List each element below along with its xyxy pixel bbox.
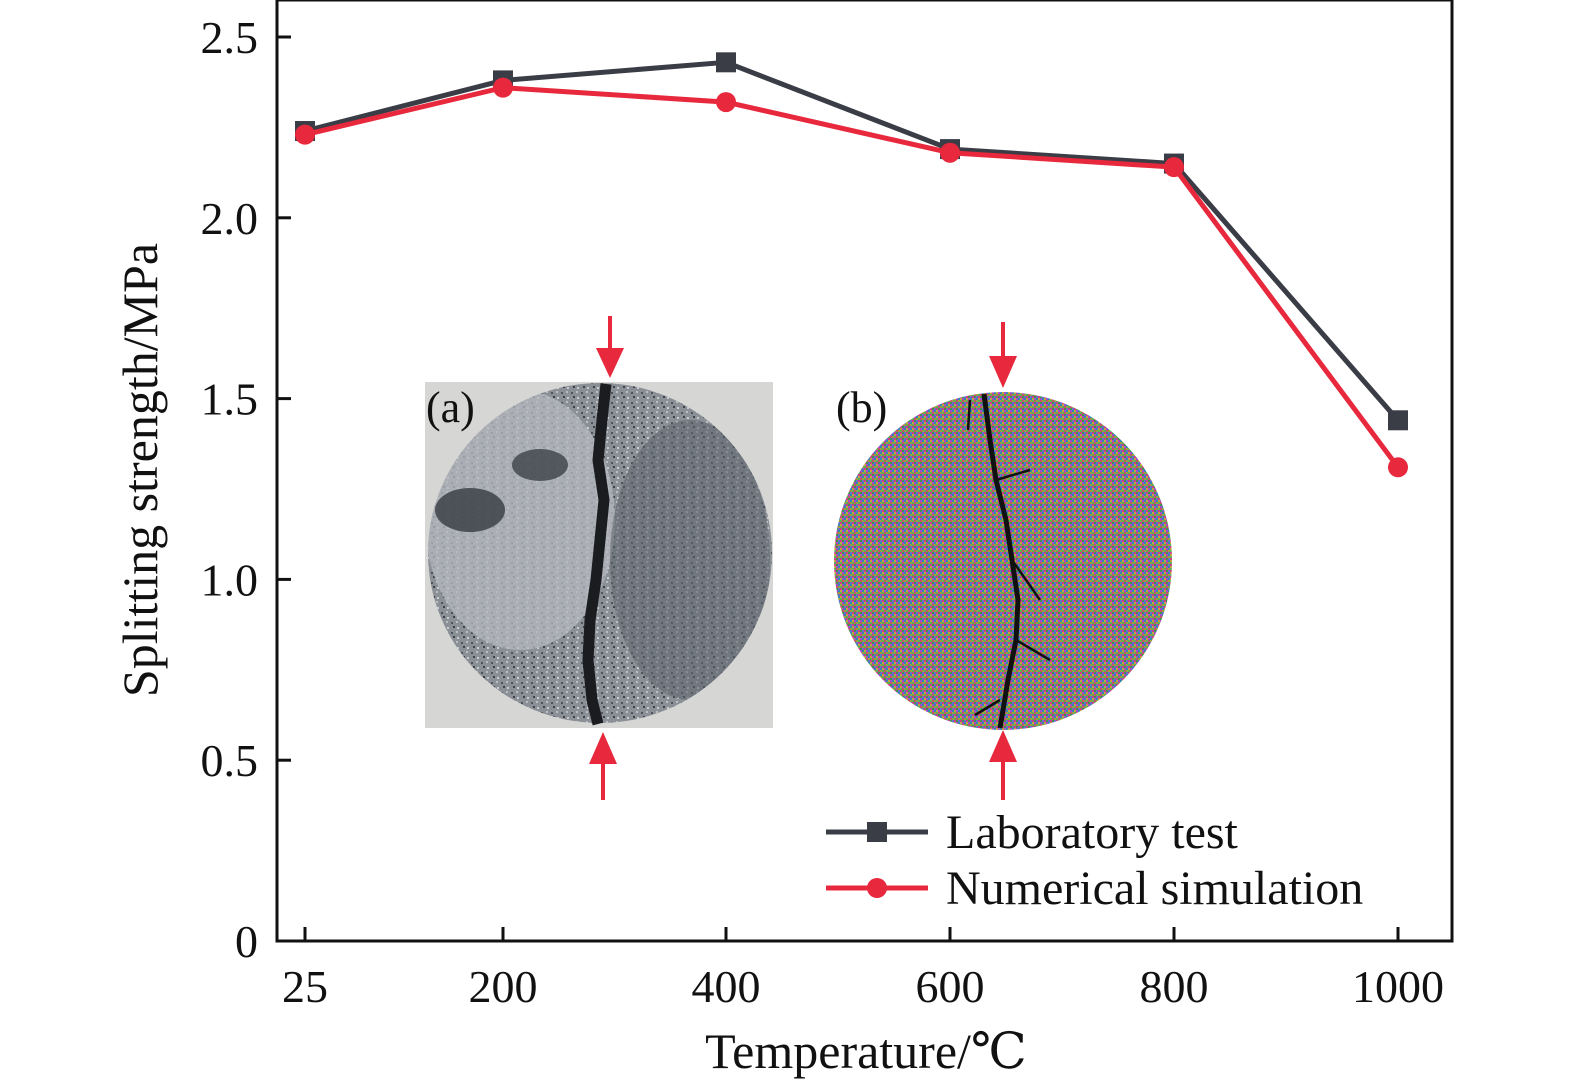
y-axis-title: Splitting strength/MPa xyxy=(112,243,168,697)
data-point-laboratory-test xyxy=(716,52,736,73)
legend-item-numerical-simulation: Numerical simulation xyxy=(826,862,1363,915)
y-tick-label: 2.0 xyxy=(201,193,259,244)
y-tick-label: 0.5 xyxy=(201,735,259,786)
inset-b: (b) xyxy=(834,383,1172,730)
x-axis-title: Temperature/℃ xyxy=(705,1023,1027,1079)
inset-a-label: (a) xyxy=(426,383,475,432)
legend-marker xyxy=(867,878,887,898)
data-point-numerical-simulation xyxy=(716,92,736,113)
x-tick-label: 600 xyxy=(916,961,985,1012)
data-point-laboratory-test xyxy=(1388,410,1408,431)
inset-b-simulation-disc xyxy=(834,392,1172,730)
inset-a: (a) xyxy=(425,382,773,728)
x-tick-label: 1000 xyxy=(1352,961,1444,1012)
legend-label: Laboratory test xyxy=(946,806,1239,859)
arrow-a-top xyxy=(596,316,624,378)
arrow-b-top xyxy=(989,322,1017,388)
load-arrows xyxy=(589,316,1017,800)
y-tick-label: 1.0 xyxy=(201,554,259,605)
x-tick-label: 400 xyxy=(692,961,761,1012)
data-point-numerical-simulation xyxy=(940,142,960,163)
arrow-a-bottom xyxy=(589,732,617,800)
y-tick-label: 1.5 xyxy=(201,374,259,425)
series-line-laboratory-test xyxy=(304,59,1400,422)
inset-a-crack xyxy=(582,383,612,726)
x-tick-label: 800 xyxy=(1140,961,1209,1012)
plot-frame xyxy=(275,0,1454,943)
legend-marker xyxy=(867,822,887,842)
legend-label: Numerical simulation xyxy=(946,862,1363,915)
series-layer xyxy=(295,52,1408,478)
y-axis: 0 0.5 1.0 1.5 2.0 2.5 xyxy=(201,12,291,967)
x-axis: 25 200 400 600 800 1000 xyxy=(282,927,1444,1012)
data-point-numerical-simulation xyxy=(1164,157,1184,178)
legend-item-laboratory-test: Laboratory test xyxy=(826,806,1239,859)
arrow-b-bottom xyxy=(989,730,1017,800)
inset-b-label: (b) xyxy=(836,383,887,432)
data-point-numerical-simulation xyxy=(295,124,315,145)
x-tick-label: 200 xyxy=(469,961,538,1012)
y-tick-label: 0 xyxy=(235,916,258,967)
x-tick-label: 25 xyxy=(282,961,328,1012)
data-point-numerical-simulation xyxy=(1388,457,1408,478)
y-tick-label: 2.5 xyxy=(201,12,259,63)
data-point-numerical-simulation xyxy=(493,77,513,98)
series-line-numerical-simulation xyxy=(304,85,1401,469)
